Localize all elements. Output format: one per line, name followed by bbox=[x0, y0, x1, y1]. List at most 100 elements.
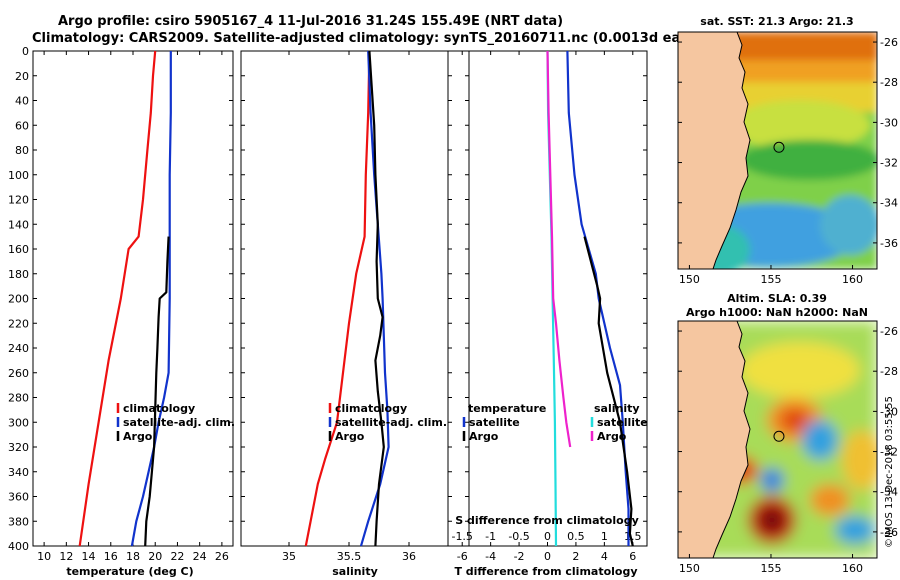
sla-map-title-2: Argo h1000: NaN h2000: NaN bbox=[686, 306, 868, 319]
legend-header-salinity: salinity bbox=[594, 402, 640, 415]
x-tick-label: 24 bbox=[193, 550, 207, 563]
x-tick-label: 36 bbox=[402, 550, 416, 563]
y-tick-label: 180 bbox=[8, 268, 29, 281]
y-tick-label: 280 bbox=[8, 392, 29, 405]
map-lat-label: -26 bbox=[880, 325, 898, 338]
map-lat-label: -36 bbox=[880, 526, 898, 539]
y-tick-label: 200 bbox=[8, 293, 29, 306]
series-line-t-satellite bbox=[566, 50, 630, 546]
salinity-xlabel: salinity bbox=[332, 565, 378, 578]
y-tick-label: 160 bbox=[8, 243, 29, 256]
sla-field bbox=[678, 321, 877, 558]
legend-label: satellite-adj. clim. bbox=[335, 416, 447, 429]
series-line-argo bbox=[368, 50, 385, 547]
series-line-climatology bbox=[304, 50, 371, 547]
series-line-argo bbox=[144, 236, 170, 547]
sla-land bbox=[678, 321, 751, 558]
x-tick-label: 6 bbox=[629, 550, 636, 563]
map-frame bbox=[677, 320, 878, 559]
legend-label: Argo bbox=[335, 430, 365, 443]
legend-label: climatology bbox=[335, 402, 407, 415]
legend-label: Argo bbox=[123, 430, 153, 443]
s-tick-label: -1.5 bbox=[451, 530, 472, 543]
sst-green bbox=[740, 140, 877, 180]
imos-watermark: ©IMOS 13-Dec-2018 03:55:55 bbox=[884, 396, 895, 548]
temperature-panel: 10 12 14 16 18 20 22 24 260204060801001201401601… bbox=[8, 45, 235, 563]
sla-yellow bbox=[740, 342, 860, 398]
series-line-s-argo bbox=[546, 50, 572, 448]
map-lat-label: -28 bbox=[880, 365, 898, 378]
legend-label: Argo bbox=[469, 430, 499, 443]
figure-title-line2: Climatology: CARS2009. Satellite-adjuste… bbox=[32, 31, 717, 46]
y-tick-label: 400 bbox=[8, 540, 29, 553]
sla-yellow2 bbox=[842, 430, 877, 490]
plot-frame bbox=[240, 50, 470, 547]
map-lon-label: 150 bbox=[679, 273, 700, 286]
x-tick-label: 22 bbox=[170, 550, 184, 563]
map-lat-label: -36 bbox=[880, 237, 898, 250]
map-lat-label: -32 bbox=[880, 157, 898, 170]
map-lon-label: 160 bbox=[842, 273, 863, 286]
map-lat-label: -34 bbox=[880, 197, 898, 210]
x-tick-label: 10 bbox=[37, 550, 51, 563]
y-tick-label: 320 bbox=[8, 441, 29, 454]
y-tick-label: 220 bbox=[8, 317, 29, 330]
t-difference-xlabel: T difference from climatology bbox=[454, 565, 637, 578]
y-tick-label: 60 bbox=[15, 119, 29, 132]
temperature-xlabel: temperature (deg C) bbox=[66, 565, 193, 578]
s-tick-label: 0.5 bbox=[567, 530, 585, 543]
y-tick-label: 20 bbox=[15, 70, 29, 83]
x-tick-label: 20 bbox=[148, 550, 162, 563]
y-tick-label: 100 bbox=[8, 169, 29, 182]
sst-field bbox=[678, 32, 877, 269]
sla-blue1 bbox=[802, 420, 838, 460]
profile-location-marker bbox=[773, 430, 785, 442]
sla-map-title-1: Altim. SLA: 0.39 bbox=[727, 292, 827, 305]
y-tick-label: 0 bbox=[22, 45, 29, 58]
y-tick-label: 240 bbox=[8, 342, 29, 355]
y-tick-label: 80 bbox=[15, 144, 29, 157]
y-tick-label: 300 bbox=[8, 416, 29, 429]
x-tick-label: 0 bbox=[544, 550, 551, 563]
series-line-satellite-adj-clim- bbox=[359, 50, 390, 547]
legend-label: satellite bbox=[469, 416, 520, 429]
series-line-t-argo bbox=[583, 236, 634, 547]
sst-yellowgreen bbox=[730, 100, 870, 150]
x-tick-label: 35.5 bbox=[337, 550, 362, 563]
x-tick-label: -4 bbox=[485, 550, 496, 563]
sst-map-title: sat. SST: 21.3 Argo: 21.3 bbox=[700, 15, 853, 28]
series-line-satellite-adj-clim- bbox=[130, 51, 172, 547]
plot-frame bbox=[32, 50, 234, 547]
difference-panel: -6 -4 -2 0 2 4 6-1.5 -1 -0.5 0 0.5 1 1.5temperatures… bbox=[447, 50, 648, 563]
x-tick-label: -6 bbox=[457, 550, 468, 563]
s-tick-label: -0.5 bbox=[508, 530, 529, 543]
s-tick-label: 0 bbox=[544, 530, 551, 543]
legend-label: Argo bbox=[597, 430, 627, 443]
legend-label: climatology bbox=[123, 402, 195, 415]
profile-location-marker bbox=[773, 141, 785, 153]
sst-warmest bbox=[728, 32, 877, 60]
figure-title-line1: Argo profile: csiro 5905167_4 11-Jul-201… bbox=[58, 14, 563, 29]
x-tick-label: 18 bbox=[126, 550, 140, 563]
map-lat-label: -30 bbox=[880, 405, 898, 418]
map-lon-label: 150 bbox=[679, 562, 700, 575]
y-tick-label: 340 bbox=[8, 466, 29, 479]
map-lat-label: -26 bbox=[880, 36, 898, 49]
map-lat-label: -32 bbox=[880, 446, 898, 459]
map-lon-label: 155 bbox=[760, 562, 781, 575]
x-tick-label: 4 bbox=[601, 550, 608, 563]
sla-darkred bbox=[760, 508, 784, 532]
sla-orange2 bbox=[810, 484, 850, 516]
series-line-climatology bbox=[78, 50, 157, 547]
x-tick-label: 26 bbox=[215, 550, 229, 563]
sla-red bbox=[781, 409, 809, 431]
map-lon-label: 155 bbox=[760, 273, 781, 286]
s-difference-xlabel: S difference from climatology bbox=[455, 514, 639, 527]
x-tick-label: 35 bbox=[282, 550, 296, 563]
legend-label: satellite bbox=[597, 416, 648, 429]
map-frame bbox=[677, 31, 878, 270]
sla-blue2 bbox=[760, 468, 784, 492]
map-lat-label: -34 bbox=[880, 486, 898, 499]
